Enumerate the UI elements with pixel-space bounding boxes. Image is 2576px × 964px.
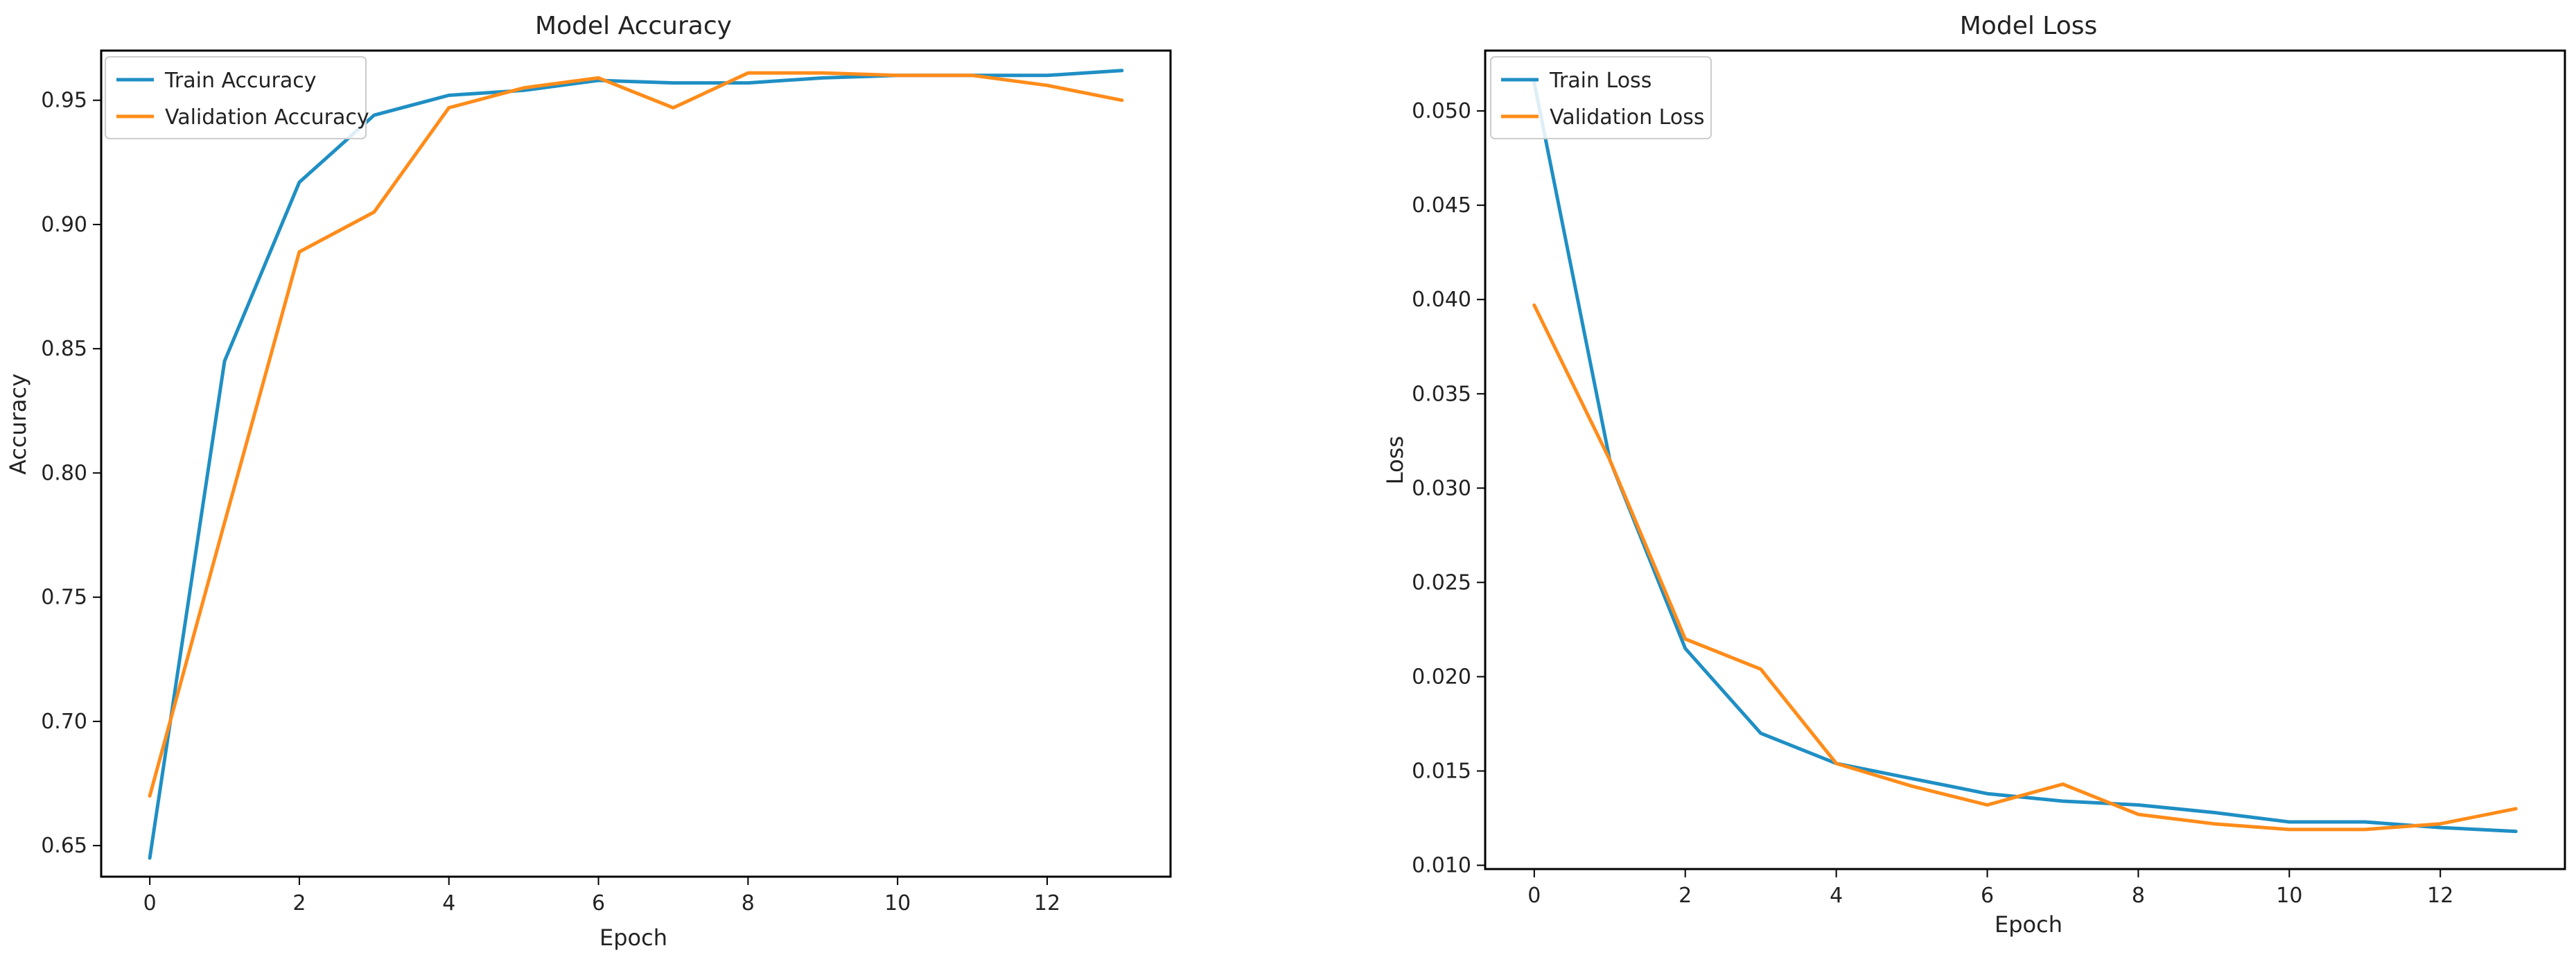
- accuracy-y-tick-label: 0.95: [41, 89, 87, 113]
- loss-chart: Model Loss Loss Epoch 0 2 4 6 8 10 12 0.010 0.01…: [1382, 12, 2566, 938]
- loss-y-tick-label: 0.045: [1412, 193, 1471, 218]
- accuracy-y-tick-label: 0.80: [41, 461, 87, 485]
- accuracy-x-tick-label: 0: [143, 891, 157, 915]
- loss-lines: [1532, 80, 2518, 834]
- accuracy-y-tick-label: 0.75: [41, 586, 87, 610]
- accuracy-y-tick-label: 0.65: [41, 834, 87, 858]
- loss-y-tick-label: 0.035: [1412, 382, 1471, 406]
- loss-x-tick-label: 8: [2132, 884, 2145, 908]
- loss-x-tick-label: 0: [1527, 884, 1541, 908]
- loss-legend-box: [1490, 56, 1712, 139]
- loss-chart-title: Model Loss: [1960, 12, 2098, 40]
- loss-y-tick-label: 0.015: [1412, 759, 1471, 783]
- loss-y-tick-label: 0.020: [1412, 665, 1471, 689]
- loss-plot-frame: [1484, 49, 2566, 870]
- loss-y-tick-label: 0.030: [1412, 476, 1471, 500]
- accuracy-legend-label-validation: Validation Accuracy: [165, 105, 369, 130]
- loss-legend: Train Loss Validation Loss: [1490, 56, 1712, 139]
- loss-x-tick-label: 6: [1981, 884, 1994, 908]
- accuracy-x-tick-label: 12: [1034, 891, 1060, 915]
- loss-y-tick-label: 0.050: [1412, 99, 1471, 123]
- loss-y-tick-label: 0.040: [1412, 288, 1471, 312]
- accuracy-series-line-train: [148, 69, 1124, 860]
- loss-x-tick-label: 10: [2276, 884, 2302, 908]
- loss-legend-label-validation: Validation Loss: [1550, 105, 1704, 130]
- accuracy-x-tick-label: 10: [884, 891, 911, 915]
- loss-y-tick-label: 0.025: [1412, 570, 1471, 595]
- loss-x-axis-label: Epoch: [1995, 911, 2062, 938]
- loss-ticks: 0 2 4 6 8 10 12 0.010 0.015 0.020 0.025 0.030 0.035 0…: [1412, 99, 2453, 908]
- accuracy-x-axis-label: Epoch: [599, 924, 667, 951]
- loss-legend-label-train: Train Loss: [1549, 69, 1651, 93]
- loss-y-axis-label: Loss: [1382, 436, 1408, 484]
- accuracy-chart: Model Accuracy Accuracy Epoch 0 2 4 6 8 10 120…: [5, 12, 1172, 951]
- accuracy-ticks: 0 2 4 6 8 10 12 0.65 0.70 0.75 0.80 0.85 0.90 0.95: [41, 89, 1060, 915]
- loss-x-tick-label: 2: [1679, 884, 1692, 908]
- accuracy-legend-box: [105, 56, 367, 139]
- loss-x-tick-label: 4: [1830, 884, 1843, 908]
- accuracy-series-line-validation: [148, 71, 1124, 798]
- loss-x-tick-label: 12: [2427, 884, 2453, 908]
- accuracy-x-tick-label: 6: [592, 891, 605, 915]
- loss-series-line-validation: [1532, 303, 2518, 832]
- accuracy-x-tick-label: 8: [742, 891, 755, 915]
- accuracy-legend: Train Accuracy Validation Accuracy: [105, 56, 369, 139]
- accuracy-y-tick-label: 0.90: [41, 213, 87, 237]
- accuracy-x-tick-label: 4: [442, 891, 455, 915]
- accuracy-x-tick-label: 2: [292, 891, 306, 915]
- accuracy-y-tick-label: 0.85: [41, 337, 87, 361]
- loss-series-line-train: [1532, 80, 2518, 834]
- accuracy-y-tick-label: 0.70: [41, 710, 87, 734]
- accuracy-plot-frame: [100, 49, 1172, 878]
- accuracy-y-axis-label: Accuracy: [5, 374, 31, 475]
- accuracy-legend-label-train: Train Accuracy: [164, 69, 316, 93]
- loss-y-tick-label: 0.010: [1412, 854, 1471, 878]
- accuracy-chart-title: Model Accuracy: [535, 12, 732, 40]
- accuracy-lines: [148, 69, 1124, 860]
